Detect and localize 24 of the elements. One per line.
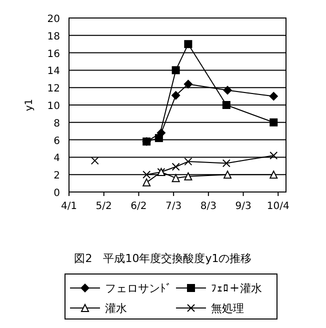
y-tick-label: 2 [54, 170, 60, 182]
x-tick-label: 7/3 [166, 201, 182, 212]
legend-label: 無処理 [211, 302, 244, 315]
y-tick-label: 4 [54, 153, 60, 164]
y-tick-label: 0 [54, 188, 60, 199]
y-tick-label: 6 [54, 136, 60, 147]
y-tick-label: 16 [47, 48, 60, 60]
legend-label: ﾌｪﾛ＋灌水 [211, 282, 262, 295]
x-tick-label: 5/2 [96, 201, 112, 212]
x-tick-label: 10/4 [266, 201, 290, 212]
text: 図2 平成10年度交換酸度y1の推移 [74, 252, 252, 265]
x-tick-label: 6/2 [130, 201, 147, 212]
x-tick-label: 9/3 [235, 201, 252, 212]
x-tick-label: 8/3 [200, 201, 216, 212]
legend-label: 灌水 [105, 302, 127, 315]
y-tick-label: 18 [47, 31, 60, 42]
y-tick-label: 20 [47, 14, 60, 25]
y-axis-title: y1 [24, 98, 35, 112]
y-tick-label: 14 [47, 66, 60, 78]
y-tick-label: 8 [54, 118, 60, 130]
y-tick-label: 10 [47, 101, 60, 112]
x-tick-label: 4/1 [60, 201, 78, 212]
legend-label: フェロサンﾄﾞ [105, 282, 172, 295]
y-tick-label: 12 [47, 84, 60, 95]
